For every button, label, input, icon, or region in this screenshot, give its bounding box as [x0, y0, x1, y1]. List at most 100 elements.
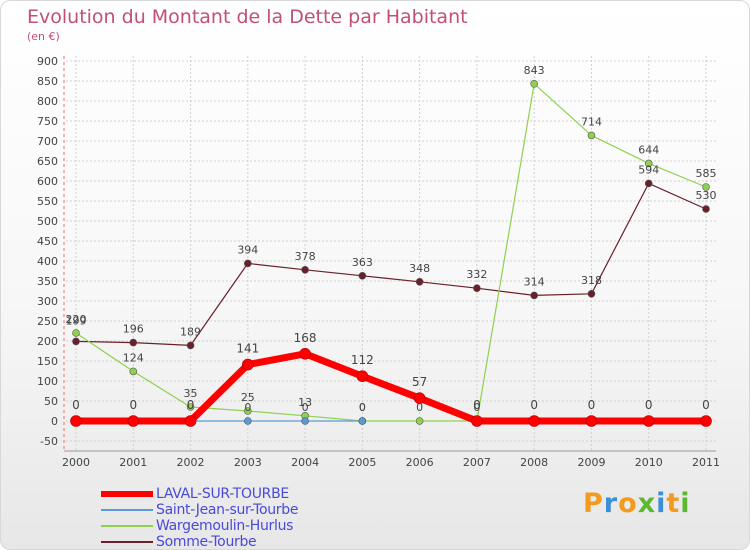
legend-swatch-saint-jean-sur-tourbe: [101, 509, 153, 511]
data-point-saint-jean-sur-tourbe: [301, 417, 309, 425]
data-label-saint-jean-sur-tourbe: 0: [244, 401, 251, 414]
data-point-somme-tourbe: [129, 338, 138, 347]
data-label-wargemoulin-hurlus: 714: [581, 115, 602, 128]
data-label-somme-tourbe: 594: [638, 163, 659, 176]
data-label-laval-sur-tourbe: 0: [72, 398, 80, 412]
data-label-wargemoulin-hurlus: 124: [123, 351, 144, 364]
data-label-somme-tourbe: 189: [180, 325, 201, 338]
x-tick-label: 2003: [234, 456, 262, 469]
data-point-laval-sur-tourbe: [585, 415, 598, 427]
data-label-wargemoulin-hurlus: 644: [638, 143, 659, 156]
x-tick-label: 2010: [635, 456, 663, 469]
y-tick-label: 0: [51, 415, 58, 428]
legend: LAVAL-SUR-TOURBE Saint-Jean-sur-Tourbe W…: [101, 486, 361, 550]
legend-item-laval-sur-tourbe: LAVAL-SUR-TOURBE: [101, 486, 361, 502]
data-label-somme-tourbe: 363: [352, 256, 373, 269]
y-tick-label: 450: [37, 235, 58, 248]
data-label-saint-jean-sur-tourbe: 0: [302, 401, 309, 414]
proxiti-logo: Proxiti: [583, 488, 691, 519]
data-label-laval-sur-tourbe: 0: [187, 398, 195, 412]
data-point-laval-sur-tourbe: [700, 415, 712, 427]
logo-letter: o: [618, 488, 638, 519]
data-label-somme-tourbe: 378: [295, 250, 316, 263]
series-line-wargemoulin-hurlus: [75, 83, 707, 422]
x-tick-label: 2006: [406, 456, 434, 469]
y-tick-label: -50: [40, 435, 58, 448]
data-point-saint-jean-sur-tourbe: [358, 417, 367, 425]
data-label-laval-sur-tourbe: 0: [129, 398, 137, 412]
data-label-laval-sur-tourbe: 57: [412, 375, 427, 389]
data-point-laval-sur-tourbe: [356, 370, 369, 383]
grid-layer: [66, 56, 716, 451]
data-label-wargemoulin-hurlus: 843: [524, 64, 545, 77]
data-label-laval-sur-tourbe: 141: [236, 342, 259, 356]
data-point-laval-sur-tourbe: [242, 358, 254, 371]
data-point-wargemoulin-hurlus: [129, 367, 138, 376]
data-label-somme-tourbe: 318: [581, 274, 602, 287]
data-label-somme-tourbe: 196: [123, 323, 144, 336]
data-label-wargemoulin-hurlus: 25: [241, 391, 255, 404]
x-tick-label: 2001: [119, 456, 147, 469]
y-tick-label: 850: [37, 75, 58, 88]
legend-item-saint-jean-sur-tourbe: Saint-Jean-sur-Tourbe: [101, 502, 361, 518]
x-tick-label: 2008: [520, 456, 548, 469]
data-point-laval-sur-tourbe: [127, 415, 140, 427]
data-point-wargemoulin-hurlus: [72, 329, 80, 337]
y-tick-label: 700: [37, 135, 58, 148]
legend-swatch-wargemoulin-hurlus: [101, 525, 153, 527]
logo-letter: P: [583, 488, 604, 519]
data-label-laval-sur-tourbe: 0: [702, 398, 710, 412]
data-label-wargemoulin-hurlus: 13: [298, 396, 312, 409]
data-point-wargemoulin-hurlus: [644, 159, 653, 168]
y-tick-label: 900: [37, 55, 58, 68]
y-tick-label: 800: [37, 95, 58, 108]
y-tick-label: 650: [37, 155, 58, 168]
y-tick-label: 250: [37, 315, 58, 328]
x-tick-label: 2004: [291, 456, 319, 469]
data-point-somme-tourbe: [358, 271, 367, 280]
chart-title: Evolution du Montant de la Dette par Hab…: [27, 6, 468, 28]
data-point-wargemoulin-hurlus: [702, 183, 710, 191]
data-label-laval-sur-tourbe: 168: [294, 331, 317, 345]
data-label-laval-sur-tourbe: 0: [530, 398, 538, 412]
data-point-somme-tourbe: [72, 337, 80, 346]
legend-swatch-somme-tourbe: [101, 541, 153, 543]
x-tick-label: 2005: [348, 456, 376, 469]
data-label-somme-tourbe: 394: [237, 243, 258, 256]
y-tick-label: 400: [37, 255, 58, 268]
data-point-somme-tourbe: [244, 259, 252, 268]
data-point-somme-tourbe: [587, 289, 596, 298]
y-tick-label: 200: [37, 335, 58, 348]
data-point-wargemoulin-hurlus: [244, 407, 252, 415]
data-point-wargemoulin-hurlus: [415, 417, 424, 425]
data-label-layer: 199 196 189 394 378 363 348 332 314 318 594 530 220 1…: [66, 64, 717, 414]
x-tick-label: 2007: [463, 456, 491, 469]
y-tick-label: 300: [37, 295, 58, 308]
data-point-wargemoulin-hurlus: [530, 80, 538, 88]
data-label-wargemoulin-hurlus: 585: [696, 167, 717, 180]
data-point-somme-tourbe: [415, 277, 424, 286]
y-tick-label: 750: [37, 115, 58, 128]
data-point-laval-sur-tourbe: [413, 392, 426, 405]
y-tick-label: 50: [44, 395, 58, 408]
y-tick-label: 350: [37, 275, 58, 288]
logo-letter: i: [680, 488, 691, 519]
axis-layer: -500501001502002503003504004505005506006…: [37, 55, 720, 469]
data-label-saint-jean-sur-tourbe: 0: [359, 401, 366, 414]
chart-unit-label: (en €): [27, 30, 60, 43]
x-tick-label: 2011: [692, 456, 720, 469]
legend-label-wargemoulin-hurlus: Wargemoulin-Hurlus: [156, 518, 294, 534]
data-label-wargemoulin-hurlus: 0: [473, 401, 480, 414]
y-tick-label: 550: [37, 195, 58, 208]
data-point-somme-tourbe: [301, 265, 309, 274]
data-label-somme-tourbe: 348: [409, 262, 430, 275]
y-tick-label: 500: [37, 215, 58, 228]
data-point-laval-sur-tourbe: [70, 415, 82, 427]
data-point-somme-tourbe: [702, 205, 710, 213]
legend-label-somme-tourbe: Somme-Tourbe: [156, 534, 257, 550]
data-label-laval-sur-tourbe: 0: [645, 398, 653, 412]
data-point-laval-sur-tourbe: [528, 415, 540, 427]
data-point-saint-jean-sur-tourbe: [244, 417, 252, 425]
